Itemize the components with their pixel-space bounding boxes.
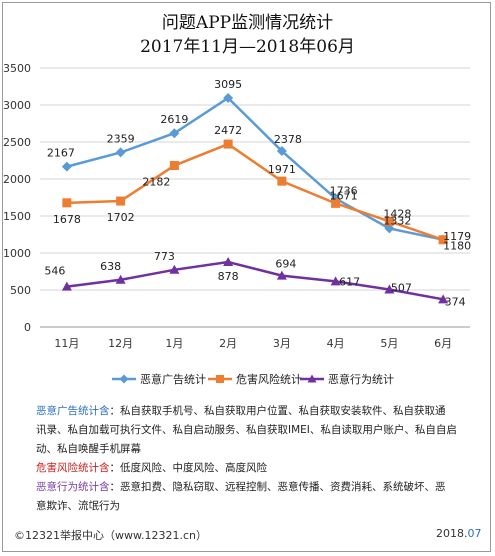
- behavior-definition-key: 恶意行为统计含: [36, 481, 110, 493]
- data-point-marker: [331, 198, 341, 208]
- data-label: 1736: [330, 185, 358, 198]
- report-date: 2018.07: [436, 527, 482, 540]
- data-label: 1332: [383, 214, 411, 227]
- y-tick-label: 1500: [3, 210, 31, 223]
- data-point-marker: [384, 223, 395, 234]
- x-tick-label: 6月: [434, 337, 452, 350]
- x-tick-label: 5月: [380, 337, 398, 350]
- y-tick-label: 2000: [3, 173, 31, 186]
- data-label: 1180: [443, 240, 471, 253]
- behavior-definition-text-1: ：恶意扣费、隐私窃取、远程控制、恶意传播、资费消耗、系统破坏、恶: [109, 481, 446, 493]
- data-point-marker: [115, 274, 126, 284]
- data-point-marker: [223, 92, 234, 103]
- series-line-2: [66, 142, 444, 241]
- data-label: 638: [100, 260, 121, 273]
- data-label: 1428: [383, 207, 411, 220]
- legend-marker: [119, 374, 129, 384]
- data-label: 546: [44, 265, 65, 278]
- data-point-marker: [62, 198, 72, 208]
- series-markers: [61, 92, 449, 304]
- legend-label: 危害风险统计: [236, 372, 302, 386]
- data-label: 1671: [330, 189, 358, 202]
- y-tick-label: 2500: [3, 136, 31, 149]
- description-line-3: 动、私自唤醒手机屏幕: [36, 443, 141, 455]
- data-point-marker: [276, 270, 287, 280]
- legend-marker: [307, 374, 317, 383]
- y-tick-label: 1000: [3, 247, 31, 260]
- data-label: 1702: [107, 211, 135, 224]
- series-lines: [66, 96, 444, 301]
- data-label: 878: [218, 270, 239, 283]
- x-tick-label: 12月: [108, 337, 133, 350]
- data-point-marker: [61, 281, 72, 291]
- data-point-marker: [169, 161, 179, 171]
- source-credit: ©12321举报中心（www.12321.cn）: [14, 529, 207, 542]
- x-tick-label: 3月: [273, 337, 291, 350]
- data-label: 617: [339, 275, 360, 288]
- y-axis-ticks: 0 500 1000 1500 2000 2500 3000 3500: [3, 62, 31, 334]
- report-date-year: 2018.: [436, 527, 468, 540]
- chart-subtitle: 2017年11月—2018年06月: [140, 37, 355, 57]
- description-line-4: 危害风险统计含：低度风险、中度风险、高度风险: [36, 459, 476, 478]
- data-label: 1971: [268, 163, 296, 176]
- x-tick-label: 1月: [165, 337, 183, 350]
- data-label: 773: [154, 250, 175, 263]
- x-tick-label: 4月: [327, 337, 345, 350]
- data-point-marker: [169, 128, 180, 139]
- chart-frame: [2, 2, 491, 552]
- data-label: 694: [275, 258, 296, 271]
- chart-title: 问题APP监测情况统计: [161, 13, 334, 33]
- data-point-marker: [438, 235, 448, 245]
- description-line-5: 恶意行为统计含：恶意扣费、隐私窃取、远程控制、恶意传播、资费消耗、系统破坏、恶: [36, 478, 476, 497]
- data-label: 2378: [274, 133, 302, 146]
- data-label: 2359: [107, 132, 135, 145]
- y-tick-label: 3500: [3, 62, 31, 75]
- y-tick-label: 3000: [3, 99, 31, 112]
- risk-definition-text: ：低度风险、中度风险、高度风险: [109, 462, 268, 474]
- description-line-6: 意欺诈、流氓行为: [36, 500, 120, 512]
- line-chart: 0 500 1000 1500 2000 2500 3000 3500 11月 12月 1月 2月 3…: [3, 62, 471, 386]
- data-point-marker: [277, 176, 287, 186]
- data-label: 507: [391, 281, 412, 294]
- data-label: 2167: [47, 147, 75, 160]
- x-tick-label: 11月: [54, 337, 79, 350]
- legend-label: 恶意行为统计: [328, 372, 394, 386]
- data-label: 2619: [160, 113, 188, 126]
- data-point-marker: [116, 196, 126, 206]
- risk-definition-key: 危害风险统计含: [36, 462, 110, 474]
- data-point-marker: [276, 146, 287, 157]
- data-point-marker: [115, 147, 126, 158]
- data-point-marker: [61, 161, 72, 172]
- data-point-marker: [223, 257, 234, 267]
- data-point-marker: [223, 139, 233, 149]
- chart-legend: 恶意广告统计 危害风险统计 恶意行为统计: [112, 372, 394, 386]
- x-axis-ticks: 11月 12月 1月 2月 3月 4月 5月 6月: [54, 337, 452, 350]
- data-label: 3095: [214, 78, 242, 91]
- data-point-marker: [438, 294, 449, 304]
- y-tick-label: 0: [24, 321, 31, 334]
- description-line-2: 讯录、私自加载可执行文件、私自启动服务、私自获取IMEI、私自读取用户账户、私自…: [36, 424, 457, 436]
- data-label: 2182: [142, 176, 170, 189]
- data-point-marker: [384, 284, 395, 294]
- data-label: 1678: [53, 213, 81, 226]
- description-block: 恶意广告统计含：私自获取手机号、私自获取用户位置、私自获取安装软件、私自获取通 …: [36, 402, 476, 516]
- legend-label: 恶意广告统计: [140, 372, 206, 386]
- x-tick-label: 2月: [219, 337, 237, 350]
- data-label: 1179: [443, 230, 471, 243]
- ads-definition-text-1: ：私自获取手机号、私自获取用户位置、私自获取安装软件、私自获取通: [109, 405, 446, 417]
- data-point-marker: [169, 264, 180, 274]
- data-labels: 2167 2359 2619 3095 2378 1736 1332 1180 1678 1702…: [44, 78, 471, 308]
- y-tick-label: 500: [10, 284, 31, 297]
- data-point-marker: [384, 216, 394, 226]
- data-label: 2472: [214, 124, 242, 137]
- chart-grid: [40, 67, 470, 328]
- description-line-1: 恶意广告统计含：私自获取手机号、私自获取用户位置、私自获取安装软件、私自获取通: [36, 402, 476, 421]
- report-date-month: 07: [467, 527, 482, 540]
- data-point-marker: [330, 276, 341, 286]
- data-label: 374: [445, 295, 466, 308]
- series-line-3: [66, 260, 444, 301]
- ads-definition-key: 恶意广告统计含: [36, 405, 110, 417]
- series-line-1: [66, 96, 444, 241]
- legend-marker: [216, 375, 224, 383]
